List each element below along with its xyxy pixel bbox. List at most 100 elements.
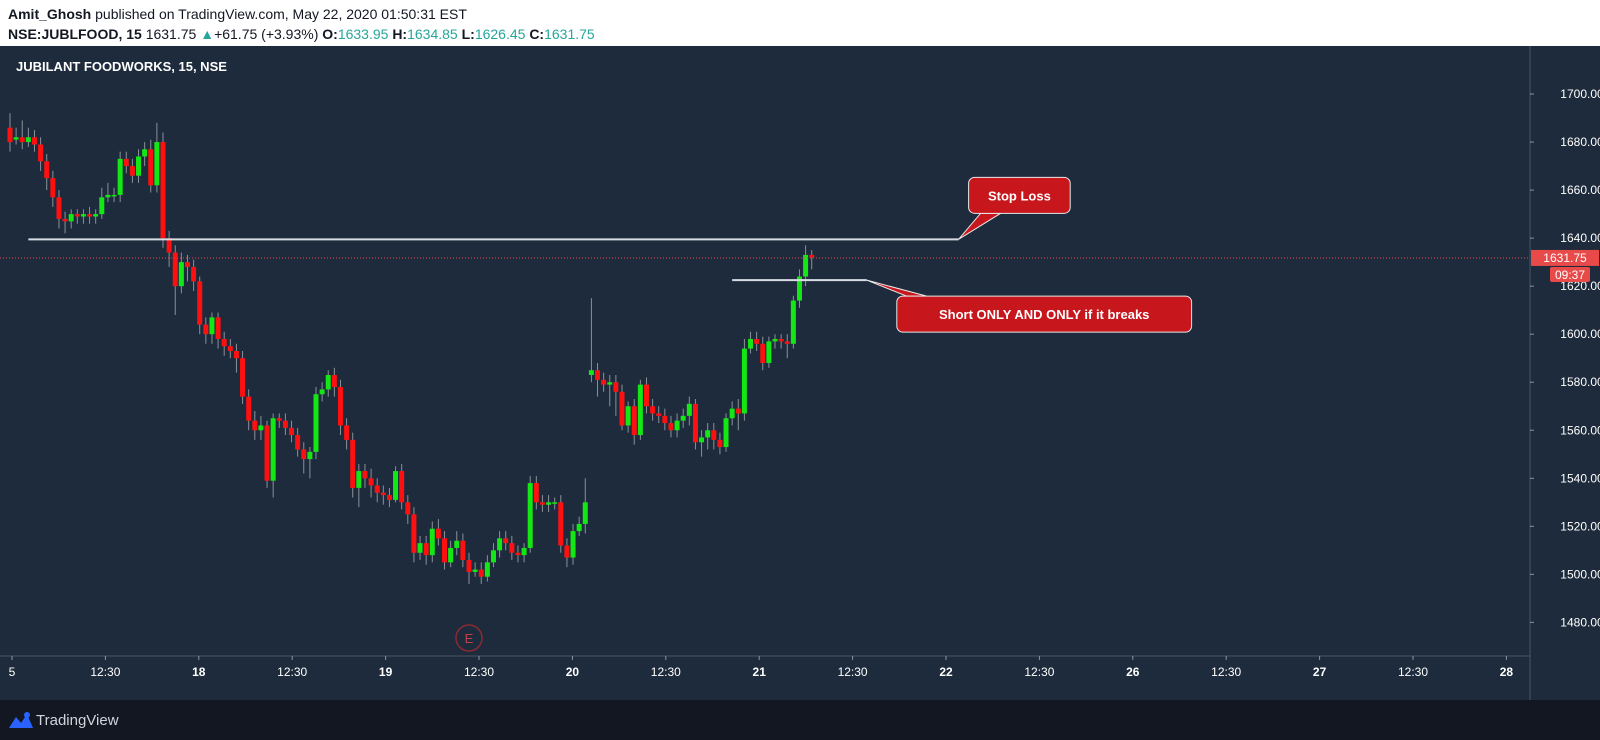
candle[interactable] bbox=[380, 485, 386, 505]
candle[interactable] bbox=[723, 413, 729, 452]
candle[interactable] bbox=[252, 411, 258, 440]
candle[interactable] bbox=[601, 372, 607, 392]
candle[interactable] bbox=[80, 209, 86, 224]
candle[interactable] bbox=[87, 206, 93, 224]
callout-annotation[interactable]: Short ONLY AND ONLY if it breaks bbox=[866, 279, 1193, 333]
candle[interactable] bbox=[625, 401, 631, 433]
candle[interactable] bbox=[497, 531, 503, 558]
candle[interactable] bbox=[656, 406, 662, 424]
candle[interactable] bbox=[521, 543, 527, 563]
candle[interactable] bbox=[154, 122, 160, 193]
candle[interactable] bbox=[117, 151, 123, 203]
candle[interactable] bbox=[423, 535, 429, 565]
candle[interactable] bbox=[99, 187, 105, 219]
candle[interactable] bbox=[448, 540, 454, 568]
candle[interactable] bbox=[319, 382, 325, 402]
candle[interactable] bbox=[619, 384, 625, 431]
candle[interactable] bbox=[337, 379, 343, 436]
candle[interactable] bbox=[191, 259, 197, 291]
candle[interactable] bbox=[680, 408, 686, 428]
candle[interactable] bbox=[356, 463, 362, 508]
candle[interactable] bbox=[564, 538, 570, 568]
candle[interactable] bbox=[56, 190, 62, 229]
candle[interactable] bbox=[74, 209, 80, 224]
earnings-event-icon[interactable] bbox=[455, 624, 483, 652]
candle[interactable] bbox=[411, 507, 417, 563]
candle[interactable] bbox=[552, 497, 558, 510]
candle[interactable] bbox=[717, 432, 723, 455]
candle[interactable] bbox=[607, 375, 613, 407]
candle[interactable] bbox=[160, 132, 166, 248]
candle[interactable] bbox=[233, 343, 239, 373]
tradingview-logo-icon[interactable] bbox=[8, 711, 34, 729]
candle[interactable] bbox=[148, 139, 154, 193]
candle[interactable] bbox=[729, 401, 735, 426]
candle[interactable] bbox=[93, 209, 99, 224]
candle[interactable] bbox=[350, 432, 356, 498]
candle[interactable] bbox=[796, 269, 802, 308]
candle[interactable] bbox=[62, 211, 68, 234]
time-axis[interactable]: 5 12:30 18 12:30 19 12:30 20 12:30 21 12:30 22 12:3… bbox=[9, 656, 1514, 679]
candle[interactable] bbox=[472, 562, 478, 577]
candle[interactable] bbox=[313, 387, 319, 460]
candle[interactable] bbox=[325, 370, 331, 397]
candle[interactable] bbox=[454, 531, 460, 556]
candle[interactable] bbox=[484, 555, 490, 582]
candle[interactable] bbox=[442, 531, 448, 570]
candle[interactable] bbox=[331, 367, 337, 397]
candle[interactable] bbox=[429, 521, 435, 563]
candle[interactable] bbox=[258, 415, 264, 440]
candle[interactable] bbox=[374, 478, 380, 503]
candle[interactable] bbox=[386, 487, 392, 508]
candle[interactable] bbox=[686, 396, 692, 426]
candle[interactable] bbox=[240, 351, 246, 404]
candle[interactable] bbox=[215, 312, 221, 349]
candle[interactable] bbox=[435, 519, 441, 546]
candle[interactable] bbox=[295, 427, 301, 457]
callout-annotation[interactable]: Stop Loss bbox=[958, 176, 1071, 240]
candle[interactable] bbox=[246, 389, 252, 431]
candle[interactable] bbox=[570, 523, 576, 565]
candle[interactable] bbox=[637, 379, 643, 440]
candle[interactable] bbox=[221, 331, 227, 356]
candle[interactable] bbox=[478, 562, 484, 584]
candle[interactable] bbox=[393, 466, 399, 503]
candle[interactable] bbox=[7, 113, 13, 152]
candle[interactable] bbox=[576, 516, 582, 536]
candle[interactable] bbox=[766, 336, 772, 368]
candle[interactable] bbox=[172, 245, 178, 315]
candlestick-chart[interactable]: JUBILANT FOODWORKS, 15, NSE E Stop Loss Sh… bbox=[0, 46, 1600, 700]
candle[interactable] bbox=[760, 336, 766, 371]
candle[interactable] bbox=[344, 418, 350, 450]
candle[interactable] bbox=[699, 430, 705, 457]
candle[interactable] bbox=[668, 415, 674, 438]
candle[interactable] bbox=[227, 338, 233, 359]
candle[interactable] bbox=[613, 375, 619, 416]
candle[interactable] bbox=[515, 545, 521, 563]
candle[interactable] bbox=[466, 552, 472, 584]
candle[interactable] bbox=[790, 295, 796, 349]
candle[interactable] bbox=[362, 463, 368, 488]
candle[interactable] bbox=[142, 142, 148, 167]
candle[interactable] bbox=[546, 495, 552, 512]
chart-area[interactable]: JUBILANT FOODWORKS, 15, NSE E Stop Loss Sh… bbox=[0, 46, 1600, 700]
candle[interactable] bbox=[754, 331, 760, 351]
candle[interactable] bbox=[19, 120, 25, 150]
candle[interactable] bbox=[405, 495, 411, 524]
candle[interactable] bbox=[527, 475, 533, 553]
candle[interactable] bbox=[203, 317, 209, 344]
price-axis[interactable]: 1480.00 1500.00 1520.00 1540.00 1560.00 1580.… bbox=[1530, 87, 1600, 629]
candle[interactable] bbox=[772, 334, 778, 349]
candle[interactable] bbox=[38, 137, 44, 171]
candle[interactable] bbox=[595, 363, 601, 397]
candle[interactable] bbox=[741, 338, 747, 421]
candle[interactable] bbox=[674, 413, 680, 438]
candle[interactable] bbox=[264, 420, 270, 488]
tradingview-brand[interactable]: TradingView bbox=[36, 712, 119, 729]
candle[interactable] bbox=[650, 399, 656, 421]
candle[interactable] bbox=[631, 399, 637, 445]
candle[interactable] bbox=[692, 399, 698, 450]
candle[interactable] bbox=[711, 423, 717, 450]
candle[interactable] bbox=[662, 408, 668, 431]
candle[interactable] bbox=[588, 298, 594, 383]
